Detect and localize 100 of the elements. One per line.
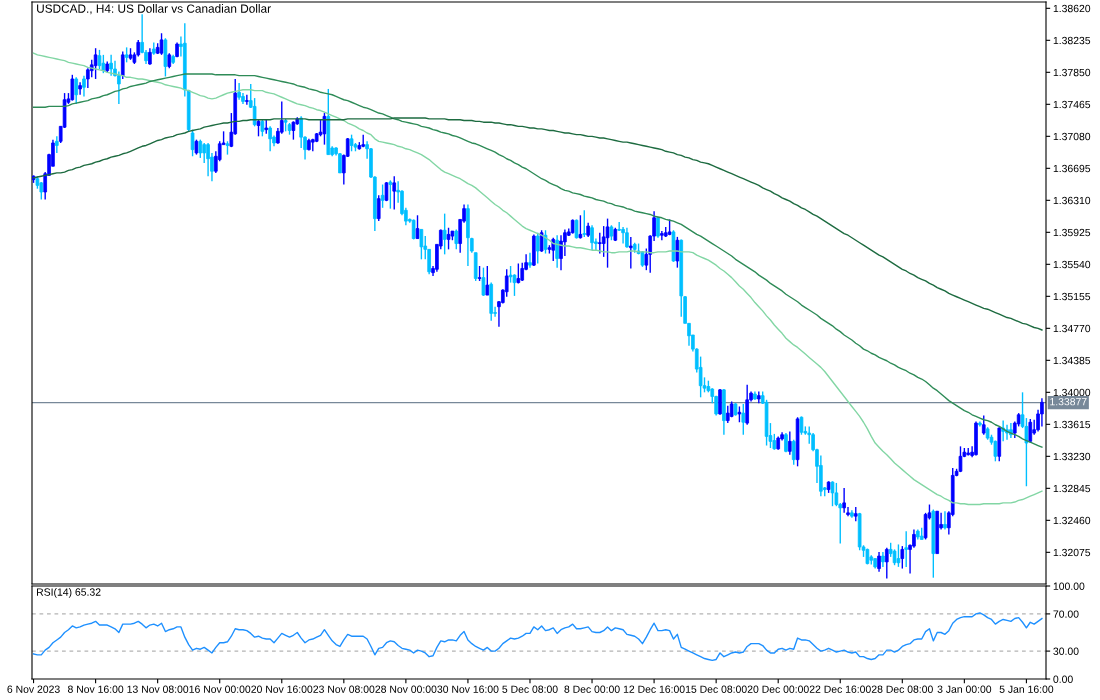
candlestick [388,179,393,210]
candlestick [1040,397,1044,428]
candlestick [943,510,947,531]
y-tick-label: 1.32075 [1053,548,1091,557]
candlestick [745,384,749,426]
x-tick-label: 5 Jan 16:00 [999,685,1054,693]
y-tick-label: 1.34000 [1053,388,1091,397]
candlestick [291,120,296,141]
candlestick [830,480,835,507]
candlestick [70,74,75,102]
candlestick [621,226,625,245]
y-tick-label: 1.38235 [1053,36,1091,45]
candlestick [660,230,664,241]
candlestick [520,261,525,282]
candlestick [896,543,901,568]
candlestick [159,32,164,56]
candlestick [578,214,583,240]
x-tick-label: 20 Nov 16:00 [251,685,313,693]
candlestick [842,487,846,514]
line-series [32,73,1043,448]
candlestick [268,125,272,152]
candlestick [446,227,451,251]
x-tick-label: 15 Dec 08:00 [685,685,747,693]
candlestick [574,218,579,240]
x-tick-label: 28 Nov 00:00 [375,685,437,693]
candlestick [74,76,79,105]
candlestick [485,265,490,296]
x-tick-label: 13 Nov 08:00 [127,685,189,693]
y-tick-label: 1.35155 [1053,292,1091,301]
y-tick-label: 30.00 [1053,647,1079,655]
candlestick [617,221,621,232]
candlestick [376,194,381,222]
y-tick-label: 1.33615 [1053,420,1091,429]
x-tick-label: 12 Dec 16:00 [623,685,685,693]
ref-line-label: 1.33877 [1050,397,1087,406]
chart-title: RSI(14) 65.32 [37,588,101,598]
candlestick [419,228,424,261]
y-tick-label: 1.32460 [1053,516,1091,525]
candlestick [900,545,905,570]
candlestick [799,415,804,436]
candlestick [1028,418,1033,444]
candlestick [625,227,629,249]
y-tick-label: 1.36310 [1053,196,1091,205]
candlestick [481,266,486,297]
y-tick-label: 100.00 [1053,582,1085,590]
candlestick [415,214,420,240]
candlestick [590,224,594,251]
candlestick [78,81,82,96]
candlestick [322,112,327,146]
x-tick-label: 23 Nov 08:00 [313,685,375,693]
y-tick-label: 70.00 [1053,610,1079,618]
x-tick-label: 16 Nov 00:00 [189,685,251,693]
line-series [32,52,1043,506]
x-tick-label: 8 Nov 16:00 [67,685,124,693]
x-tick-label: 5 Dec 08:00 [502,685,558,693]
x-tick-label: 22 Dec 16:00 [809,685,871,693]
x-tick-label: 6 Nov 2023 [7,685,60,693]
y-tick-label: 1.37465 [1053,100,1091,109]
x-tick-label: 28 Dec 08:00 [871,685,933,693]
chart-title: USDCAD., H4: US Dollar vs Canadian Dollar [37,4,271,15]
y-tick-label: 1.37850 [1053,68,1091,77]
y-tick-label: 1.34770 [1053,324,1091,333]
candlestick [190,128,195,157]
y-tick-label: 1.38620 [1053,4,1091,13]
x-tick-label: 3 Jan 00:00 [937,685,992,693]
candlestick [958,445,963,473]
line-series [32,612,1043,662]
candlestick [206,142,210,177]
candlestick [202,142,207,164]
y-tick-label: 1.36695 [1053,164,1091,173]
candlestick [675,236,680,269]
candlestick [252,97,257,128]
candlestick [528,251,532,269]
candlestick [741,403,746,436]
candlestick [834,482,839,507]
candlestick [629,236,633,270]
y-tick-label: 1.35540 [1053,260,1091,269]
candlestick [788,430,792,456]
candlestick [877,551,881,573]
y-tick-label: 1.37080 [1053,132,1091,141]
candlestick [791,439,796,466]
candlestick [245,94,249,106]
y-tick-label: 1.34385 [1053,356,1091,365]
candlestick [454,228,459,251]
candlestick [555,234,559,269]
candlestick [109,54,113,77]
y-tick-label: 0.00 [1053,675,1073,683]
y-tick-label: 1.35925 [1053,228,1091,237]
candlestick [117,70,121,105]
candlestick [97,49,102,70]
candlestick [380,183,385,209]
candlestick [198,138,203,159]
x-tick-label: 20 Dec 00:00 [747,685,809,693]
candlestick [120,50,125,80]
candlestick [392,175,397,211]
candlestick [904,530,908,568]
y-tick-label: 1.32845 [1053,484,1091,493]
candlestick [82,74,86,98]
candlestick [55,135,59,154]
candlestick [442,212,447,256]
